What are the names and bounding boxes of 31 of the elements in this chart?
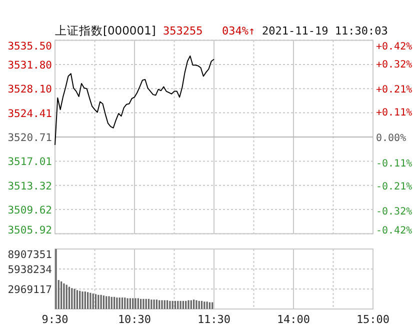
y2-tick-label: +0.11% [376, 108, 412, 119]
y-tick-label: 3524.41 [8, 108, 52, 120]
y-tick-label: 2969117 [8, 284, 52, 296]
y-tick-label: 3505.92 [8, 224, 52, 237]
y2-tick-label: -0.42% [376, 226, 412, 237]
y-tick-label: 3517.01 [8, 156, 52, 168]
x-tick-label: 11:30 [197, 313, 231, 326]
y-tick-label: 3509.62 [8, 204, 52, 217]
x-tick-label: 15:00 [356, 313, 390, 326]
line-series [54, 55, 214, 146]
chart-title: 上证指数[000001] [55, 23, 156, 38]
y-tick-label: 8907351 [8, 249, 52, 261]
y2-tick-label: +0.21% [376, 84, 412, 96]
y2-tick-label: 0.00% [376, 133, 406, 144]
y-tick-label: 5938234 [8, 264, 52, 276]
text: 353255 [163, 24, 203, 38]
x-tick-label: 10:30 [118, 313, 152, 326]
y2-tick-label: -0.11% [376, 158, 412, 170]
y2-tick-label: +0.42% [376, 41, 412, 52]
y-tick-label: 3520.71 [8, 132, 52, 144]
x-tick-label: 9:30 [42, 313, 68, 326]
y-tick-label: 3535.50 [8, 40, 52, 52]
y-tick-label: 3531.80 [8, 59, 52, 72]
text: 2021-11-19 11:30:03 [262, 24, 388, 38]
x-tick-label: 14:00 [276, 313, 310, 326]
text: 034%↑ [222, 24, 256, 38]
y2-tick-label: +0.32% [376, 59, 412, 70]
y-tick-label: 3528.10 [8, 84, 52, 96]
y2-tick-label: -0.21% [376, 181, 412, 192]
y-tick-label: 3513.32 [8, 180, 52, 192]
y2-tick-label: -0.32% [376, 206, 412, 218]
